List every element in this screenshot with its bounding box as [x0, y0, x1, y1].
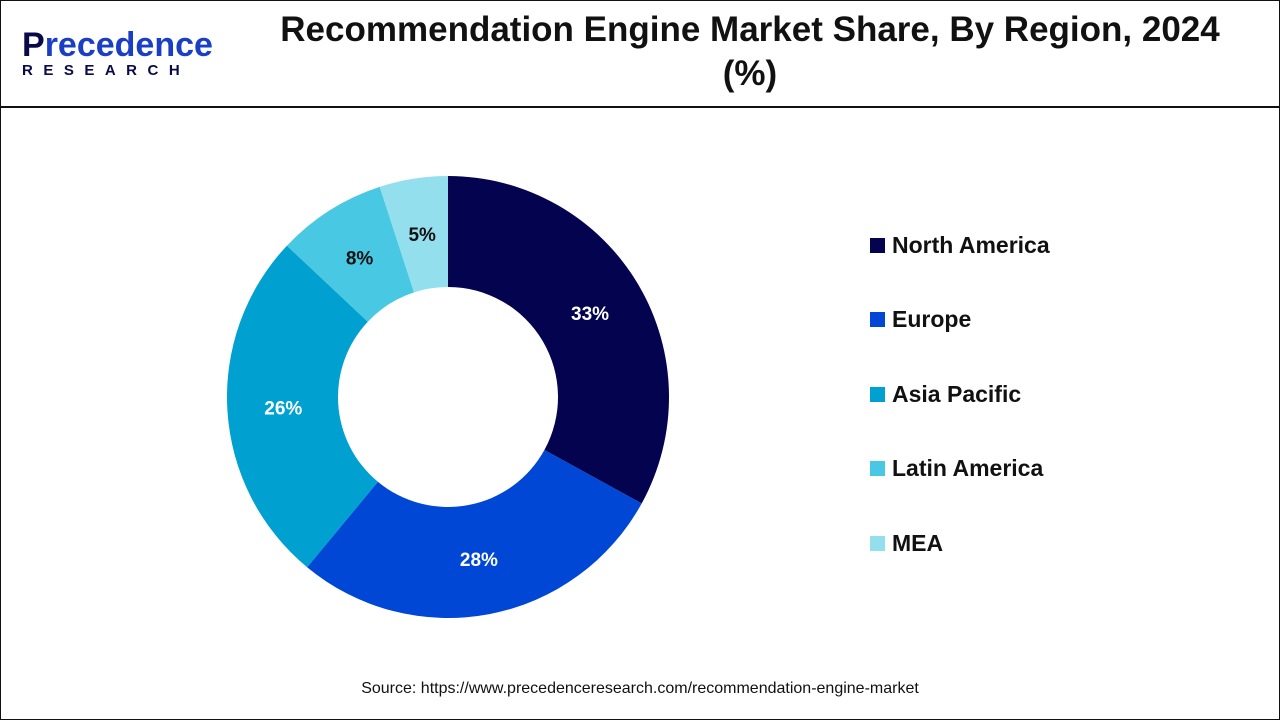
data-label: 28% [460, 550, 498, 571]
legend: North America Europe Asia Pacific Latin Ame… [870, 230, 1050, 603]
legend-item: North America [870, 230, 1050, 260]
data-label: 33% [571, 304, 609, 325]
legend-swatch [870, 386, 885, 402]
legend-item: Latin America [870, 454, 1050, 484]
source-text: Source: https://www.precedenceresearch.c… [361, 680, 919, 697]
legend-label: Asia Pacific [892, 380, 1022, 407]
legend-item: MEA [870, 528, 1050, 558]
chart-title: Recommendation Engine Market Share, By R… [280, 10, 1220, 93]
data-label: 5% [408, 225, 436, 246]
slice-mea [379, 176, 448, 293]
slice-latin-america [286, 186, 415, 322]
slice-north-america [448, 176, 669, 504]
data-label: 26% [264, 398, 302, 419]
legend-swatch [870, 461, 885, 476]
legend-item: Europe [870, 305, 1050, 335]
legend-swatch [870, 535, 885, 551]
legend-label: North America [892, 231, 1050, 258]
data-label: 8% [346, 249, 374, 270]
donut-chart: 33% 28% 26% 8% 5% [227, 176, 669, 618]
header: Precedence RESEARCH Recommendation Engin… [0, 0, 1280, 108]
legend-label: MEA [892, 529, 944, 556]
legend-label: Europe [892, 306, 972, 332]
precedence-research-logo: Precedence RESEARCH [22, 26, 213, 79]
slice-asia-pacific [227, 245, 378, 568]
legend-label: Latin America [892, 455, 1044, 481]
legend-swatch [870, 312, 885, 327]
legend-swatch [870, 237, 885, 253]
legend-item: Asia Pacific [870, 379, 1050, 409]
slice-europe [307, 449, 642, 618]
